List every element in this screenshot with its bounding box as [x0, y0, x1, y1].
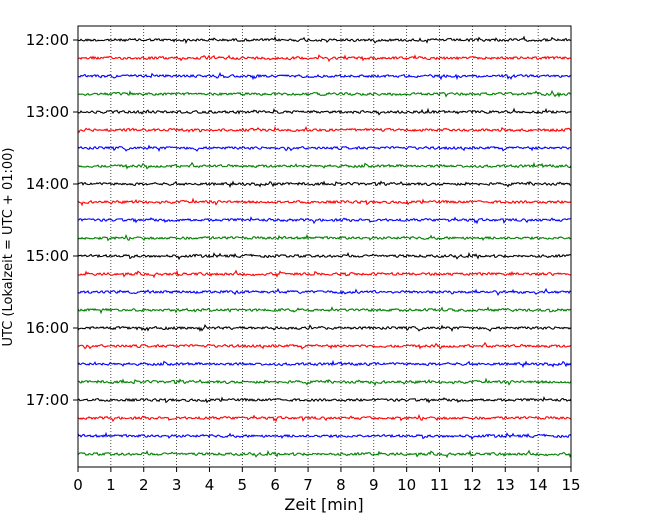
trace-line: [77, 125, 572, 134]
y-tick-label: 15:00: [26, 247, 69, 265]
x-tick-label: 3: [172, 476, 182, 494]
trace-line: [77, 71, 572, 81]
trace-line: [77, 251, 572, 261]
trace-line: [77, 269, 572, 279]
trace-line: [77, 180, 572, 189]
trace-line: [77, 323, 572, 333]
y-tick-label: 14:00: [26, 175, 69, 193]
trace-line: [77, 341, 572, 350]
trace-line: [77, 377, 572, 387]
trace-line: [77, 449, 572, 459]
x-tick-label: 9: [369, 476, 379, 494]
y-axis-label: UTC (Lokalzeit = UTC + 01:00): [1, 148, 16, 347]
plot-frame: [77, 25, 572, 468]
x-tick-label: 15: [561, 476, 580, 494]
x-tick-label: 13: [496, 476, 515, 494]
x-tick-label: 10: [397, 476, 416, 494]
x-tick-label: 5: [238, 476, 248, 494]
trace-line: [77, 233, 572, 242]
trace-line: [77, 161, 572, 170]
x-tick-label: 2: [139, 476, 149, 494]
x-axis-label: Zeit [min]: [284, 495, 363, 514]
trace-line: [77, 107, 572, 116]
trace-line: [77, 54, 572, 63]
y-tick-label: 12:00: [26, 31, 69, 49]
trace-line: [77, 35, 572, 45]
trace-line: [77, 197, 572, 207]
trace-line: [77, 306, 572, 315]
y-tick-label: 17:00: [26, 391, 69, 409]
trace-line: [77, 431, 572, 441]
y-axis-ticks: 12:00 13:00 14:00 15:00 16:00 17:00: [26, 31, 78, 409]
x-tick-label: 6: [270, 476, 280, 494]
x-tick-label: 8: [336, 476, 346, 494]
x-tick-label: 14: [529, 476, 548, 494]
trace-line: [77, 216, 572, 225]
trace-line: [77, 396, 572, 404]
trace-line: [77, 413, 572, 423]
x-tick-label: 11: [430, 476, 449, 494]
trace-line: [77, 359, 572, 369]
x-axis-ticks: 0 1 2 3 4 5 6 7 8 9 10 11 12 13 14 15: [73, 467, 581, 494]
trace-lines: [77, 35, 572, 459]
trace-line: [77, 144, 572, 153]
trace-line: [77, 89, 572, 98]
x-tick-label: 0: [73, 476, 83, 494]
x-tick-label: 1: [106, 476, 116, 494]
trace-line: [77, 287, 572, 296]
y-tick-label: 13:00: [26, 103, 69, 121]
x-tick-label: 7: [303, 476, 313, 494]
x-tick-label: 12: [463, 476, 482, 494]
y-tick-label: 16:00: [26, 319, 69, 337]
x-tick-label: 4: [205, 476, 215, 494]
